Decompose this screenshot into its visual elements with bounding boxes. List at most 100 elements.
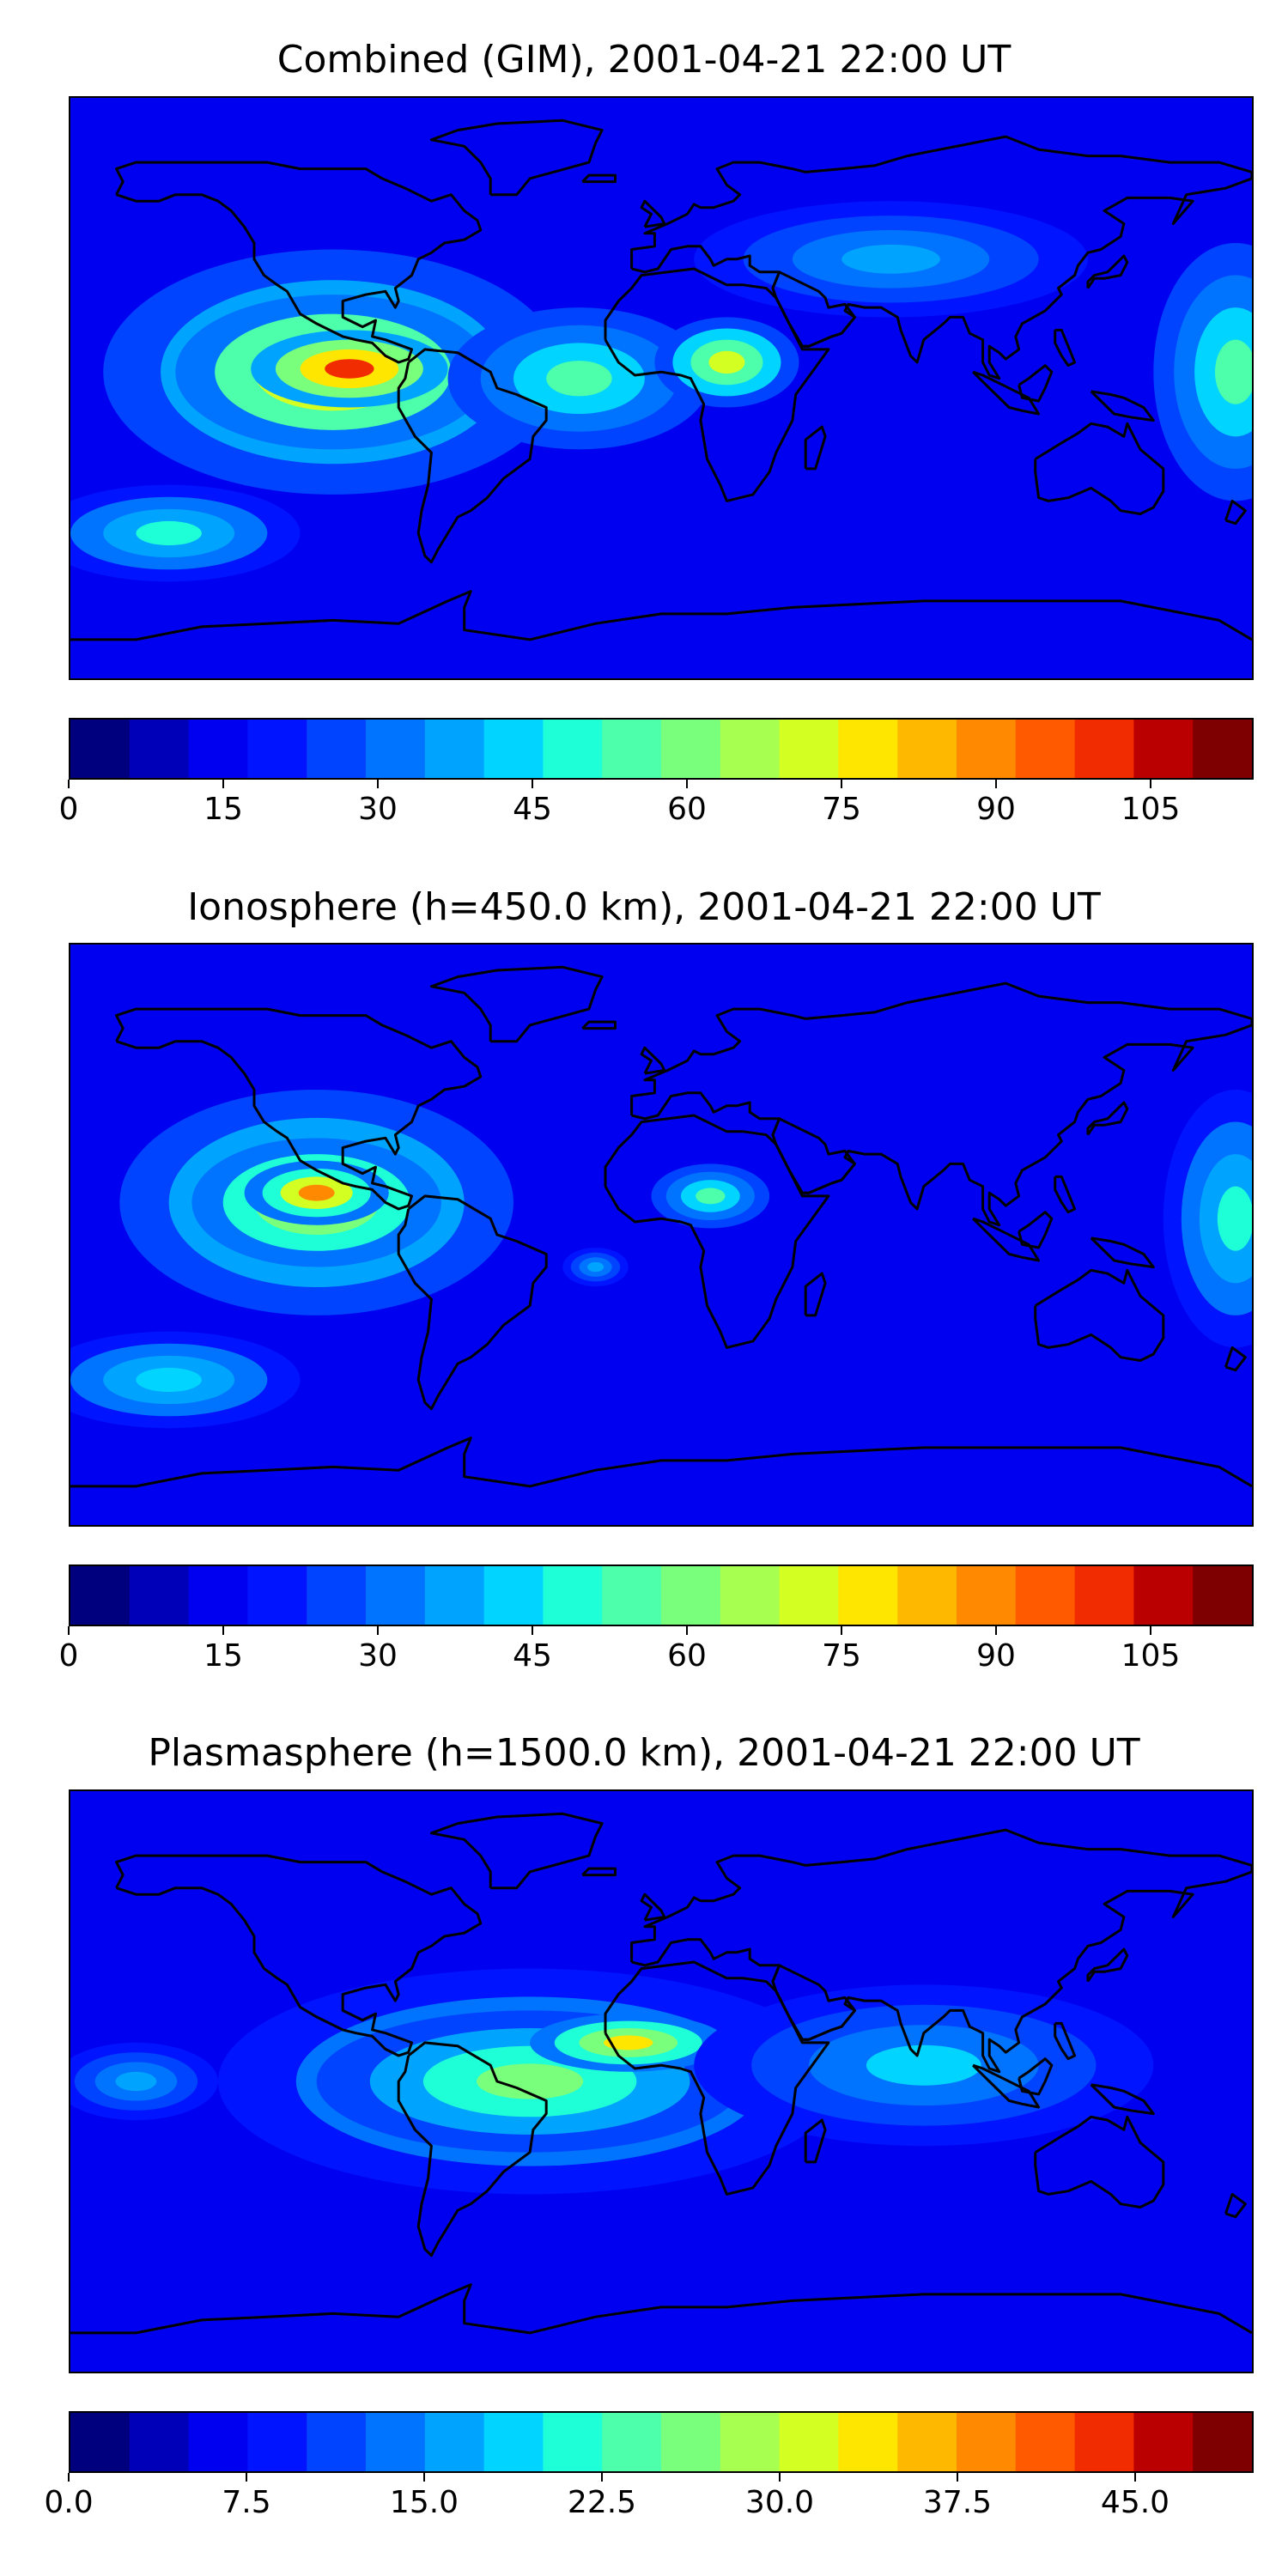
colorbar-swatch xyxy=(720,1566,781,1625)
colorbar-swatch xyxy=(957,1566,1017,1625)
colorbar-swatch xyxy=(897,2413,957,2471)
colorbar-tick-label: 7.5 xyxy=(222,2485,271,2520)
colorbar-tick xyxy=(995,1626,997,1635)
colorbar-swatch xyxy=(129,2413,190,2471)
colorbar-swatch xyxy=(661,1566,721,1625)
colorbar-swatch xyxy=(188,1566,248,1625)
coastline-australia xyxy=(1034,2115,1165,2208)
coastline-japan xyxy=(1086,1101,1129,1136)
colorbar-tick-label: 0 xyxy=(58,1638,79,1674)
colorbar-swatch xyxy=(779,720,839,778)
colorbar-swatch xyxy=(1133,1566,1194,1625)
colorbar-tick-label: 30.0 xyxy=(744,2485,815,2520)
contour-region xyxy=(1217,1186,1252,1251)
colorbar-swatch xyxy=(602,720,662,778)
coastline-iceland xyxy=(581,173,617,184)
colorbar-tick-label: 0 xyxy=(58,792,79,827)
coastline-north-america xyxy=(115,1007,483,1211)
colorbar-tick-label: 105 xyxy=(1121,792,1181,827)
colorbar-swatch xyxy=(70,720,131,778)
colorbar-swatch xyxy=(1133,2413,1194,2471)
colorbar-tick xyxy=(222,780,224,788)
colorbar-swatch xyxy=(307,1566,367,1625)
colorbar-tick-label: 30 xyxy=(358,1638,398,1674)
coastline-arabia-link xyxy=(771,1964,856,2041)
colorbar-tick xyxy=(957,2473,958,2482)
colorbar-swatch xyxy=(543,1566,603,1625)
colorbar-tick-label: 105 xyxy=(1121,1638,1181,1674)
colorbar-tick xyxy=(68,2473,70,2482)
contour-region xyxy=(841,244,940,274)
contour-region xyxy=(696,1188,726,1205)
colorbar-swatch xyxy=(1015,2413,1076,2471)
contour-region xyxy=(298,1184,335,1201)
colorbar-swatch xyxy=(1133,720,1194,778)
colorbar-swatch xyxy=(188,2413,248,2471)
colorbar-tick-label: 45 xyxy=(513,1638,552,1674)
coastline-greenland xyxy=(429,965,604,1043)
colorbar-swatch xyxy=(70,1566,131,1625)
map-combined xyxy=(69,96,1254,680)
colorbar-tick xyxy=(246,2473,247,2482)
colorbar-swatch xyxy=(543,2413,603,2471)
panel-title-combined: Combined (GIM), 2001-04-21 22:00 UT xyxy=(276,38,1012,82)
contour-region xyxy=(1215,339,1252,404)
colorbar-swatch xyxy=(1193,2413,1252,2471)
contour-region xyxy=(136,1367,202,1393)
contour-region xyxy=(546,361,612,397)
colorbar-tick-label: 15 xyxy=(204,792,243,827)
colorbar-tick-label: 30 xyxy=(358,792,398,827)
colorbar-swatch xyxy=(957,2413,1017,2471)
coastline-north-america xyxy=(115,161,483,364)
coastline-australia xyxy=(1034,1268,1165,1362)
colorbar-tick-label: 22.5 xyxy=(567,2485,637,2520)
coastline-south-america xyxy=(397,348,548,564)
contour-region xyxy=(604,2035,653,2050)
colorbar-tick xyxy=(841,1626,842,1635)
coastline-new-zealand xyxy=(1224,1346,1247,1372)
coastline-antarctica xyxy=(70,1437,1252,1488)
coastline-arabia-link xyxy=(771,1117,856,1194)
coastline-indonesia xyxy=(972,1217,1041,1262)
coastline-south-america xyxy=(397,2041,548,2257)
colorbar-swatch xyxy=(188,720,248,778)
panel-title-plasmasphere: Plasmasphere (h=1500.0 km), 2001-04-21 2… xyxy=(148,1731,1140,1775)
colorbar-swatch xyxy=(1193,1566,1252,1625)
colorbar-swatch xyxy=(602,2413,662,2471)
colorbar-plasmasphere xyxy=(69,2411,1254,2473)
colorbar-swatch xyxy=(424,720,485,778)
colorbar-tick-label: 45.0 xyxy=(1100,2485,1170,2520)
colorbar-swatch xyxy=(779,1566,839,1625)
colorbar-tick xyxy=(532,1626,533,1635)
contour-region xyxy=(136,520,202,546)
colorbar-swatch xyxy=(1074,720,1134,778)
colorbar-tick xyxy=(68,780,70,788)
colorbar-tick xyxy=(532,780,533,788)
colorbar-tick-label: 0.0 xyxy=(44,2485,94,2520)
contour-region xyxy=(325,359,374,379)
colorbar-swatch xyxy=(483,720,544,778)
coastline-japan xyxy=(1086,1947,1129,1983)
contour-region xyxy=(587,1261,605,1273)
coastline-borneo xyxy=(1018,1211,1054,1249)
coastline-new-zealand xyxy=(1224,2192,1247,2219)
coastline-iceland xyxy=(581,1020,617,1030)
coastline-antarctica xyxy=(70,2283,1252,2335)
colorbar-tick-label: 90 xyxy=(976,1638,1016,1674)
colorbar-swatch xyxy=(720,2413,781,2471)
coastline-iceland xyxy=(581,1867,617,1877)
colorbar-ionosphere xyxy=(69,1564,1254,1626)
colorbar-tick xyxy=(1150,780,1151,788)
colorbar-swatch xyxy=(838,2413,898,2471)
colorbar-tick xyxy=(423,2473,425,2482)
colorbar-swatch xyxy=(1015,1566,1076,1625)
colorbar-swatch xyxy=(661,720,721,778)
colorbar-swatch xyxy=(366,1566,426,1625)
coastline-japan xyxy=(1086,254,1129,289)
colorbar-swatch xyxy=(661,2413,721,2471)
colorbar-swatch xyxy=(483,2413,544,2471)
colorbar-swatch xyxy=(247,1566,307,1625)
coastline-arabia-link xyxy=(771,270,856,348)
coastline-africa xyxy=(604,1960,830,2196)
colorbar-tick-label: 60 xyxy=(667,1638,707,1674)
